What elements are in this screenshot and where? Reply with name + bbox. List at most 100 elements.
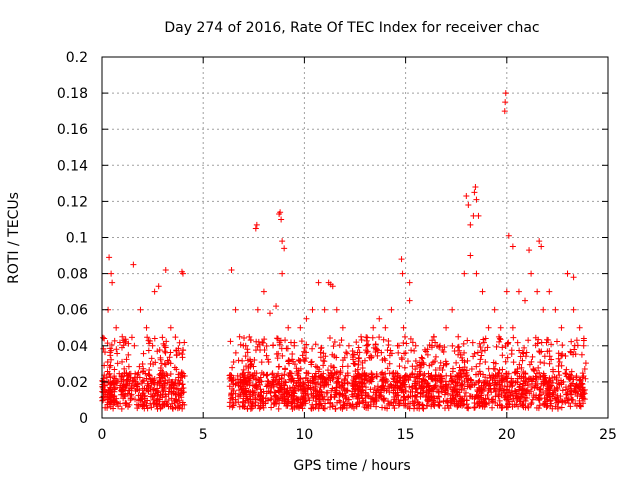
data-point [400,339,407,346]
data-point [530,366,537,373]
data-point [576,324,583,331]
data-point [111,337,118,344]
data-point [278,375,285,382]
data-point [497,324,504,331]
data-point [470,212,477,219]
data-point [368,354,375,361]
data-point [178,370,185,377]
data-point [359,365,366,372]
data-point [244,346,251,353]
data-point [378,384,385,391]
data-point [325,279,332,286]
data-point [332,405,339,412]
x-tick-label: 5 [199,427,208,443]
data-point [169,405,176,412]
data-point [114,399,121,406]
data-point [547,402,554,409]
data-point [175,371,182,378]
data-point [387,347,394,354]
data-point [411,380,418,387]
data-point [397,397,404,404]
data-point [335,375,342,382]
data-point [363,347,370,354]
data-point [275,350,282,357]
data-point [128,334,135,341]
data-point [396,363,403,370]
data-point [289,384,296,391]
data-point [537,385,544,392]
data-point [526,247,533,254]
data-point [382,379,389,386]
data-point [569,380,576,387]
data-point [455,333,462,340]
data-point [553,338,560,345]
data-point [433,373,440,380]
data-point [130,261,137,268]
data-point [253,338,260,345]
data-point [516,347,523,354]
data-point [457,395,464,402]
data-point [118,405,125,412]
data-point [341,401,348,408]
data-point [543,378,550,385]
data-point [536,369,543,376]
data-point [154,395,161,402]
data-point [486,399,493,406]
data-point [291,387,298,394]
data-point [164,379,171,386]
data-point [363,372,370,379]
data-point [149,342,156,349]
data-point [273,400,280,407]
data-point [388,350,395,357]
data-point [264,396,271,403]
data-point [180,389,187,396]
data-point [279,352,286,359]
data-point [236,333,243,340]
data-point [540,400,547,407]
data-point [323,378,330,385]
data-point [528,401,535,408]
data-point [491,306,498,313]
data-point [479,288,486,295]
data-point [462,389,469,396]
data-point [321,306,328,313]
data-point [526,390,533,397]
data-point [411,402,418,409]
data-point [310,385,317,392]
data-point [440,383,447,390]
data-point [275,395,282,402]
data-point [496,386,503,393]
data-point [573,373,580,380]
data-point [250,372,257,379]
data-point [108,380,115,387]
data-point [302,374,309,381]
data-point [100,345,107,352]
data-point [304,370,311,377]
data-point [291,396,298,403]
data-point [541,372,548,379]
data-point [322,353,329,360]
data-point [414,399,421,406]
data-point [261,347,268,354]
data-point [257,374,264,381]
data-point [101,349,108,356]
data-point [468,365,475,372]
y-tick-labels: 0 0.02 0.04 0.06 0.08 0.1 0.12 0.14 0.16 0.18 0.2 [57,50,88,427]
data-point [118,378,125,385]
data-point [518,364,525,371]
data-point [327,399,334,406]
data-point [170,390,177,397]
data-point [162,344,169,351]
data-point [520,391,527,398]
data-point [157,356,164,363]
data-point [424,351,431,358]
data-point [297,376,304,383]
data-point [242,342,249,349]
data-point [555,355,562,362]
data-point [306,397,313,404]
data-point [570,376,577,383]
data-point [417,364,424,371]
data-point [158,367,165,374]
data-point [510,359,517,366]
data-point [580,389,587,396]
